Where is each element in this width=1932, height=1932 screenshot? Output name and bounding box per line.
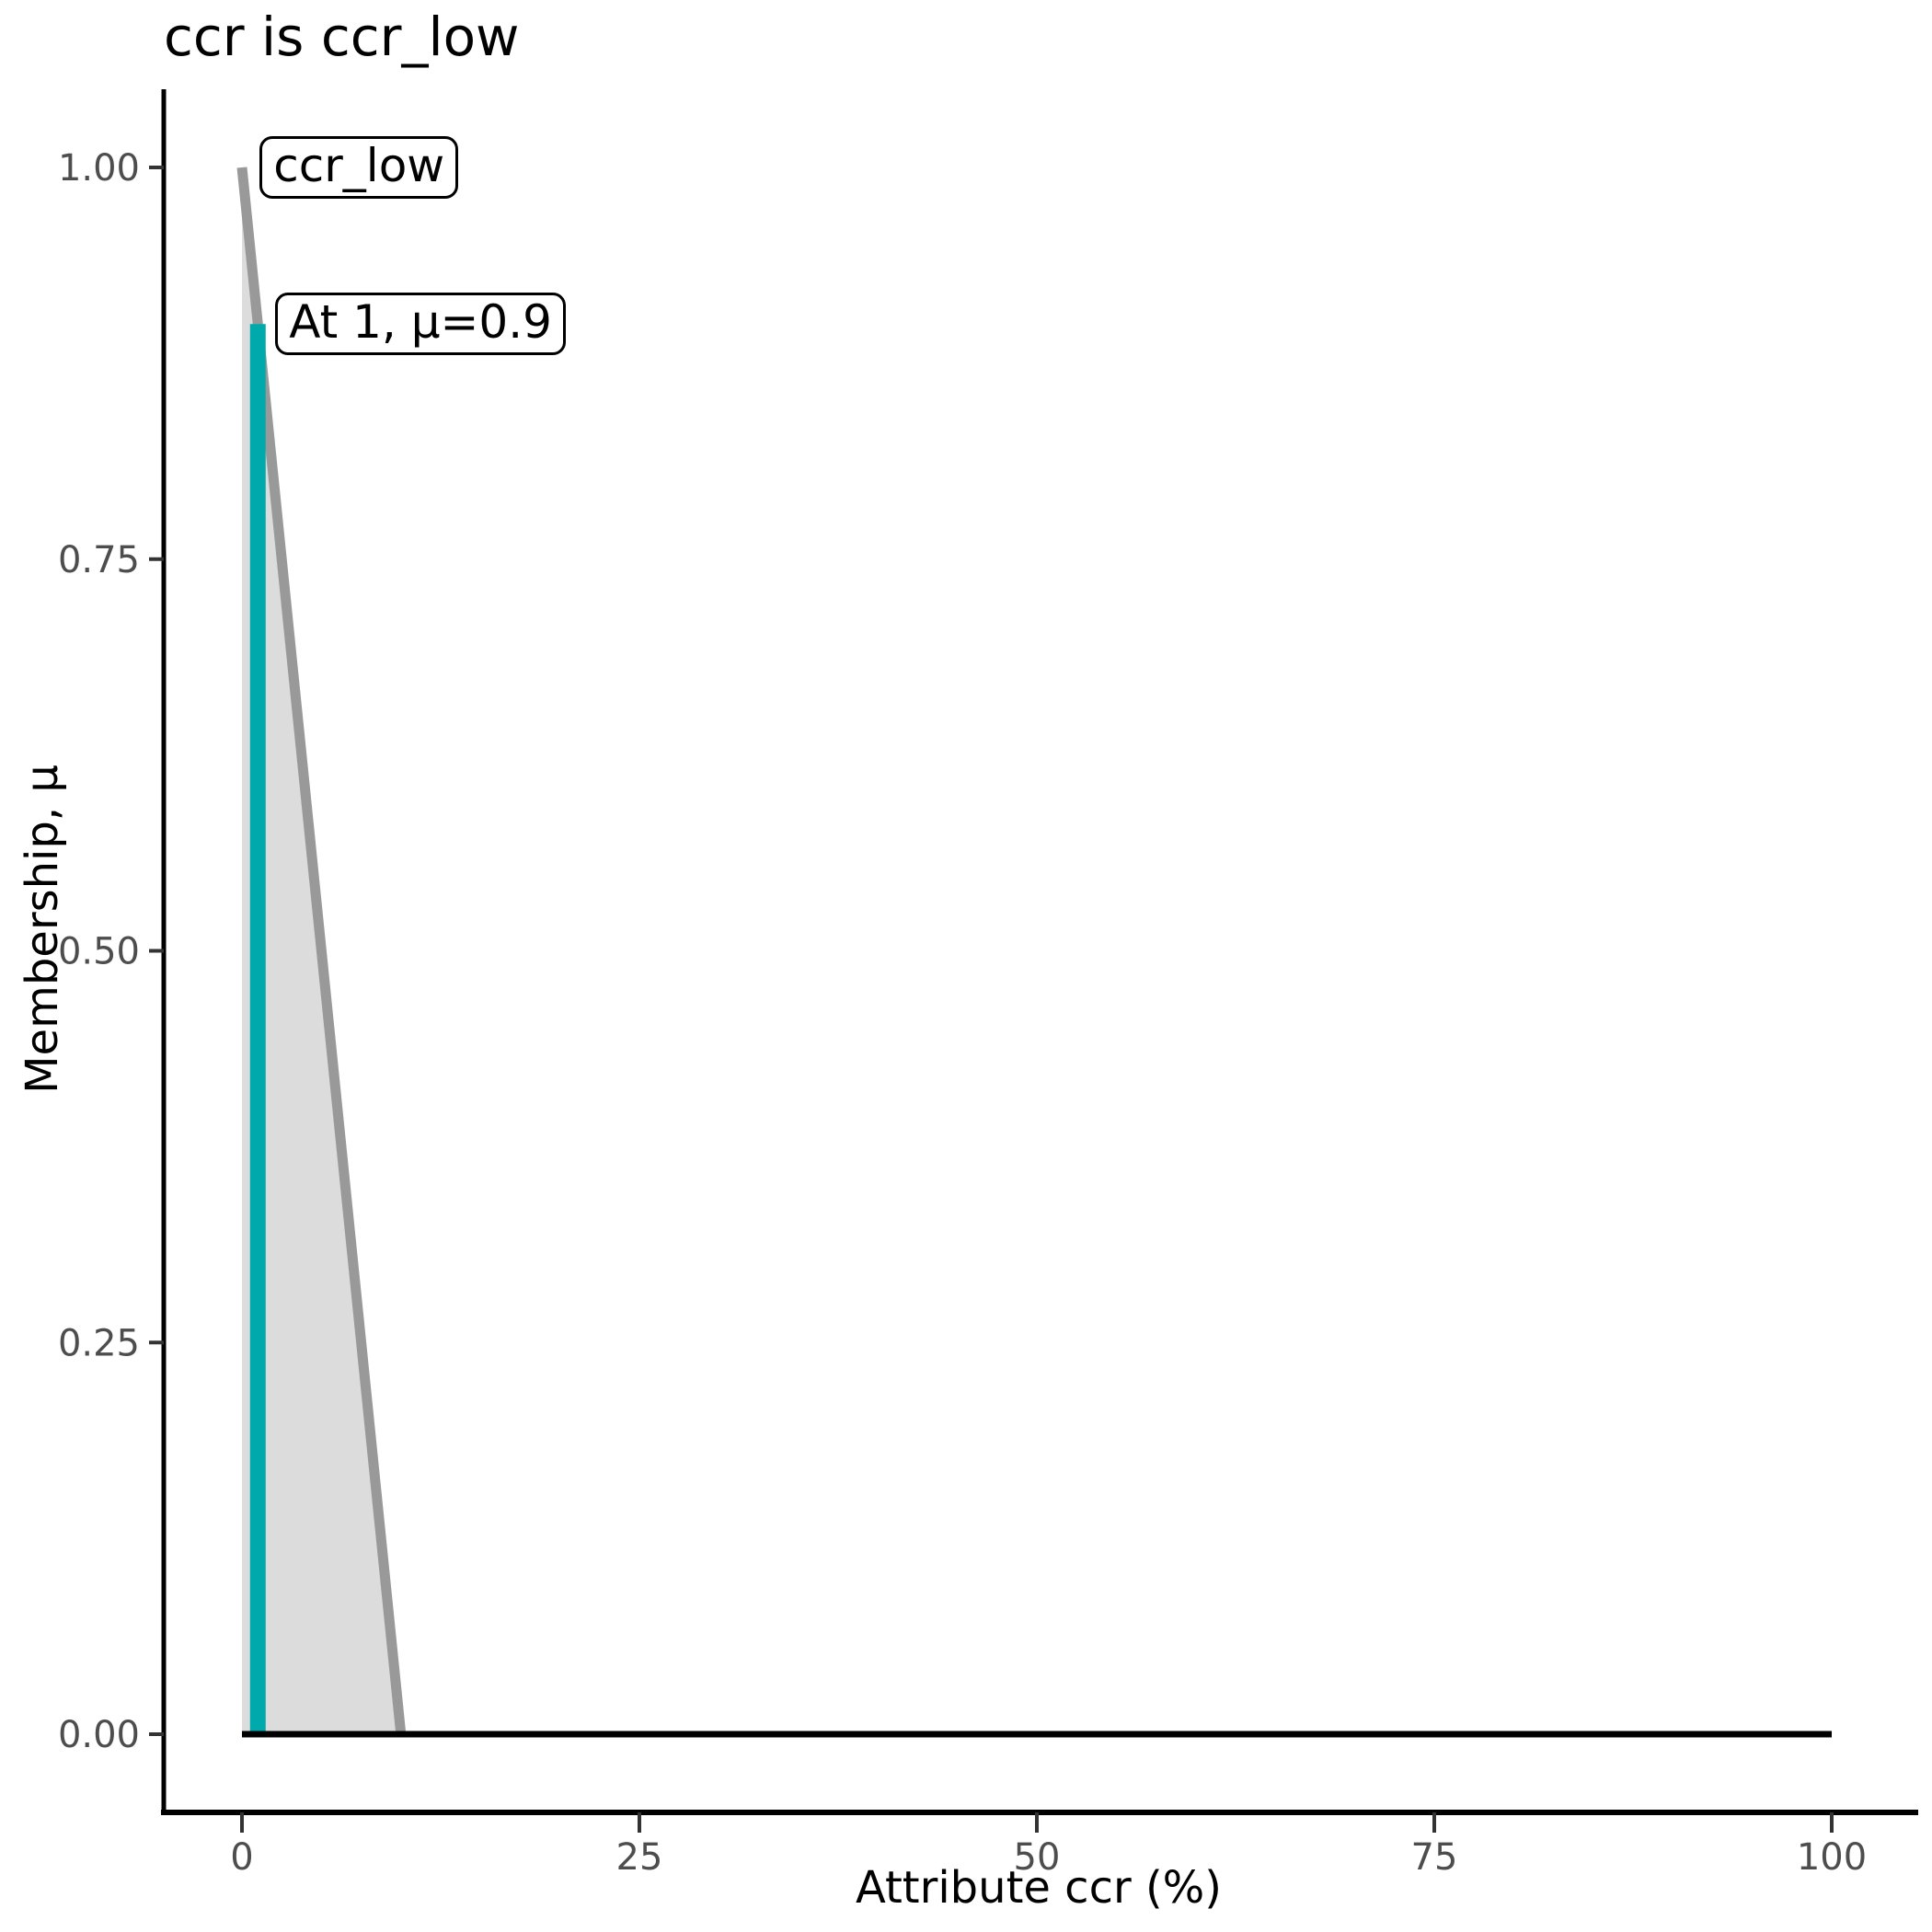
y-tick-label: 0.25: [58, 1322, 140, 1364]
y-axis-label: Membership, μ: [17, 765, 68, 1094]
y-tick-label: 0.00: [58, 1714, 140, 1756]
membership-line: [236, 167, 407, 1735]
x-tick-label: 50: [1014, 1836, 1061, 1879]
y-tick-label: 1.00: [58, 147, 140, 190]
annotation-set-name: ccr_low: [259, 136, 459, 199]
x-axis-label: Attribute ccr (%): [855, 1862, 1223, 1914]
x-tick-label: 100: [1797, 1836, 1867, 1879]
y-tick-label: 0.75: [58, 539, 140, 581]
x-tick-label: 25: [616, 1836, 663, 1879]
chart-title: ccr is ccr_low: [164, 6, 520, 68]
x-tick-label: 0: [230, 1836, 253, 1879]
y-tick-label: 0.50: [58, 931, 140, 973]
x-tick-label: 75: [1411, 1836, 1458, 1879]
annotation-membership-value: At 1, μ=0.9: [275, 293, 566, 356]
